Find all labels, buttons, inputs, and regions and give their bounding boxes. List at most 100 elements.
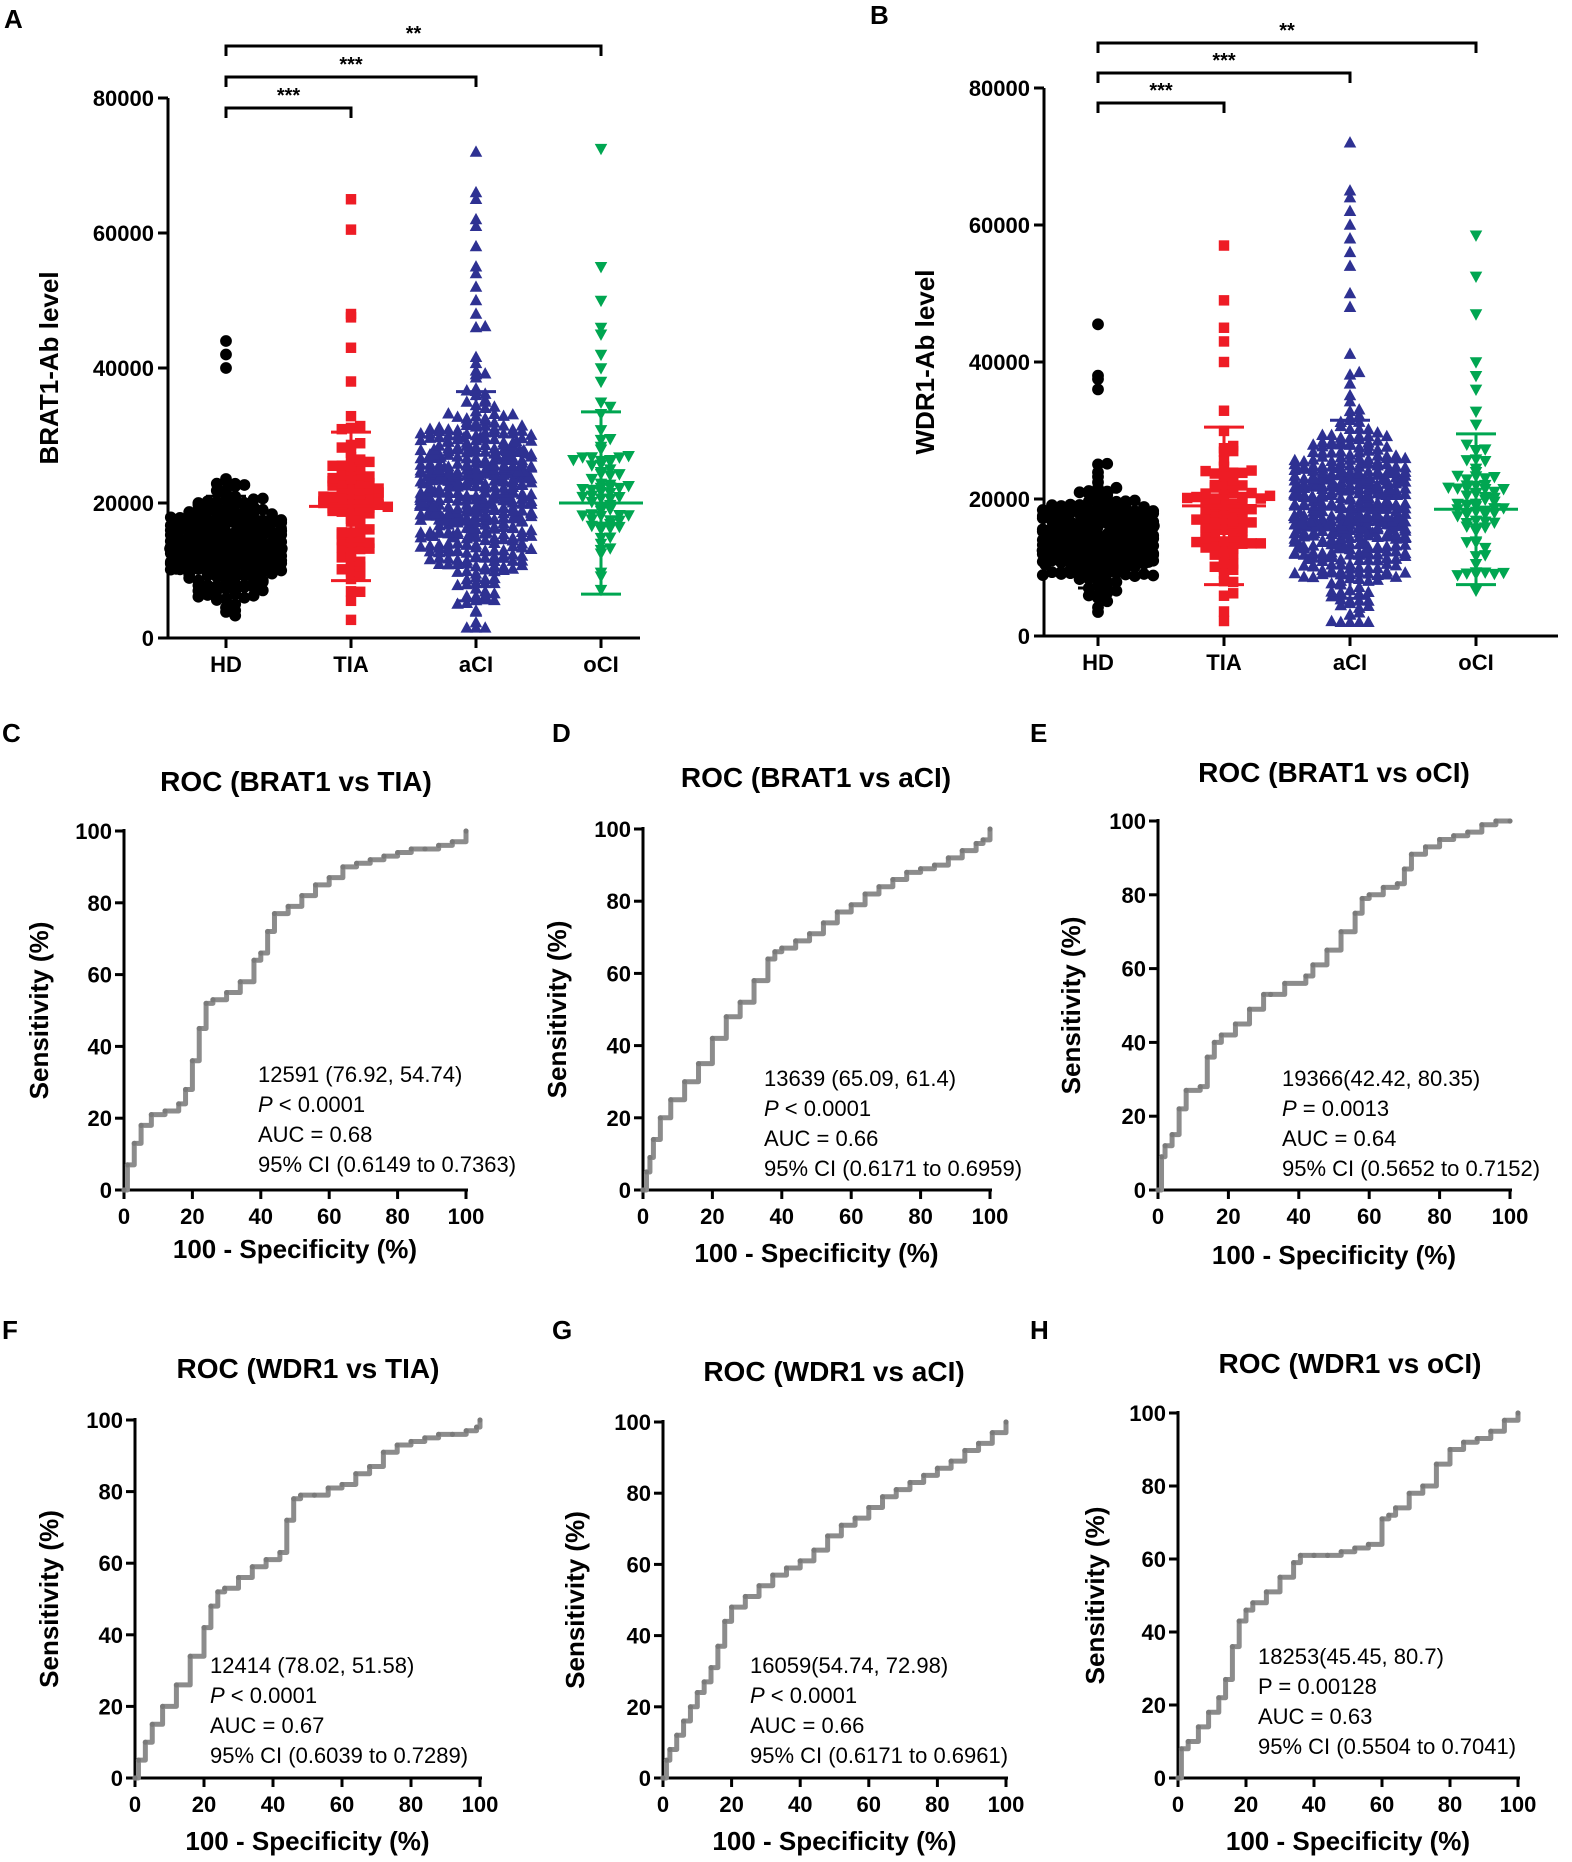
- data-point: [336, 490, 348, 502]
- data-point: [585, 484, 599, 497]
- data-point: [1227, 516, 1239, 527]
- data-point: [1334, 574, 1348, 586]
- data-point: [238, 479, 251, 491]
- data-point: [220, 335, 232, 347]
- roc-point: [1178, 1746, 1184, 1752]
- data-point: [1389, 460, 1403, 472]
- data-point: [247, 589, 260, 602]
- roc-point: [215, 1589, 221, 1595]
- data-point: [497, 435, 510, 448]
- data-point: [1325, 585, 1338, 597]
- roc-point: [1232, 1021, 1239, 1027]
- roc-point: [1515, 1410, 1521, 1416]
- roc-panel-F: F ROC (WDR1 vs TIA) 00 20 20 40 40 60 60 80 80 100 1…: [2, 1315, 498, 1856]
- data-point: [1315, 479, 1328, 491]
- roc-point: [1282, 980, 1288, 986]
- data-point: [1364, 471, 1377, 484]
- data-point: [1227, 558, 1239, 569]
- roc-point: [1175, 1775, 1181, 1781]
- data-point: [1200, 488, 1211, 499]
- data-point: [1371, 426, 1384, 438]
- y-tick-label: 100: [75, 819, 112, 844]
- data-point: [432, 493, 446, 505]
- roc-point: [249, 1564, 255, 1570]
- roc-panel-C: C ROC (BRAT1 vs TIA) 00 20 20 40 40 60 60 80 80 100…: [2, 718, 516, 1264]
- data-point: [478, 551, 492, 563]
- y-axis-label: WDR1-Ab level: [910, 270, 940, 455]
- data-point: [1297, 526, 1311, 538]
- roc-point: [1393, 1505, 1399, 1511]
- roc-point: [772, 949, 778, 955]
- roc-point: [866, 1504, 872, 1511]
- panel-letter: C: [2, 718, 21, 748]
- data-point: [1352, 441, 1366, 453]
- data-point: [1398, 546, 1412, 559]
- data-point: [1209, 527, 1221, 538]
- roc-point: [131, 1140, 137, 1146]
- roc-point: [1297, 1552, 1303, 1558]
- roc-point: [1236, 1618, 1242, 1624]
- data-point: [1478, 479, 1492, 492]
- data-point: [1227, 509, 1239, 520]
- data-point: [469, 350, 483, 363]
- data-point: [432, 439, 446, 451]
- roc-point: [806, 931, 813, 937]
- roc-point: [311, 1492, 317, 1498]
- roc-point: [210, 997, 216, 1003]
- data-point: [345, 194, 357, 205]
- data-point: [506, 562, 520, 574]
- x-tick-label: 80: [925, 1792, 949, 1817]
- data-point: [1055, 500, 1068, 512]
- data-point: [594, 363, 608, 375]
- chart-title: ROC (WDR1 vs aCI): [703, 1356, 964, 1387]
- data-point: [414, 540, 428, 552]
- roc-point: [449, 839, 455, 845]
- data-point: [423, 525, 437, 538]
- y-tick-label: 40: [1122, 1030, 1146, 1055]
- data-point: [1264, 490, 1276, 502]
- y-tick-label: 20: [1142, 1693, 1166, 1718]
- roc-point: [1310, 962, 1316, 968]
- roc-point: [770, 1572, 776, 1578]
- roc-point: [135, 1757, 142, 1763]
- data-point: [1200, 512, 1211, 524]
- data-point: [1101, 595, 1114, 608]
- data-point: [1304, 514, 1317, 527]
- roc-point: [196, 1025, 202, 1032]
- data-point: [336, 442, 348, 453]
- y-axis-label: Sensitivity (%): [1080, 1507, 1110, 1685]
- data-point: [1343, 347, 1357, 359]
- data-point: [414, 458, 428, 470]
- roc-point: [1420, 1483, 1426, 1489]
- data-point: [1371, 568, 1384, 581]
- y-tick-label: 80: [88, 891, 112, 916]
- data-point: [525, 506, 538, 519]
- data-point: [1325, 509, 1338, 521]
- annotation-post: < 0.0001: [779, 1096, 871, 1121]
- data-point: [1352, 601, 1366, 613]
- data-point: [1376, 472, 1390, 485]
- data-point: [1209, 506, 1221, 518]
- data-point: [1343, 218, 1357, 230]
- x-tick-label: 40: [249, 1204, 273, 1229]
- data-point: [1323, 516, 1336, 528]
- data-point: [1237, 534, 1248, 545]
- roc-point: [422, 846, 428, 852]
- x-tick-label: aCI: [459, 652, 493, 677]
- y-tick-label: 60: [607, 961, 631, 986]
- roc-point: [811, 1547, 817, 1553]
- roc-point: [1447, 1446, 1453, 1453]
- data-point: [256, 584, 269, 597]
- roc-point: [1365, 1541, 1371, 1547]
- data-point: [201, 495, 214, 508]
- data-point: [1218, 356, 1230, 368]
- data-point: [1325, 454, 1338, 466]
- data-point: [1327, 525, 1341, 538]
- data-point: [1398, 460, 1412, 473]
- data-point: [1325, 564, 1338, 576]
- roc-point: [1263, 1589, 1269, 1595]
- data-point: [478, 560, 492, 573]
- data-point: [1460, 537, 1474, 549]
- data-point: [201, 579, 214, 592]
- data-point: [442, 500, 455, 512]
